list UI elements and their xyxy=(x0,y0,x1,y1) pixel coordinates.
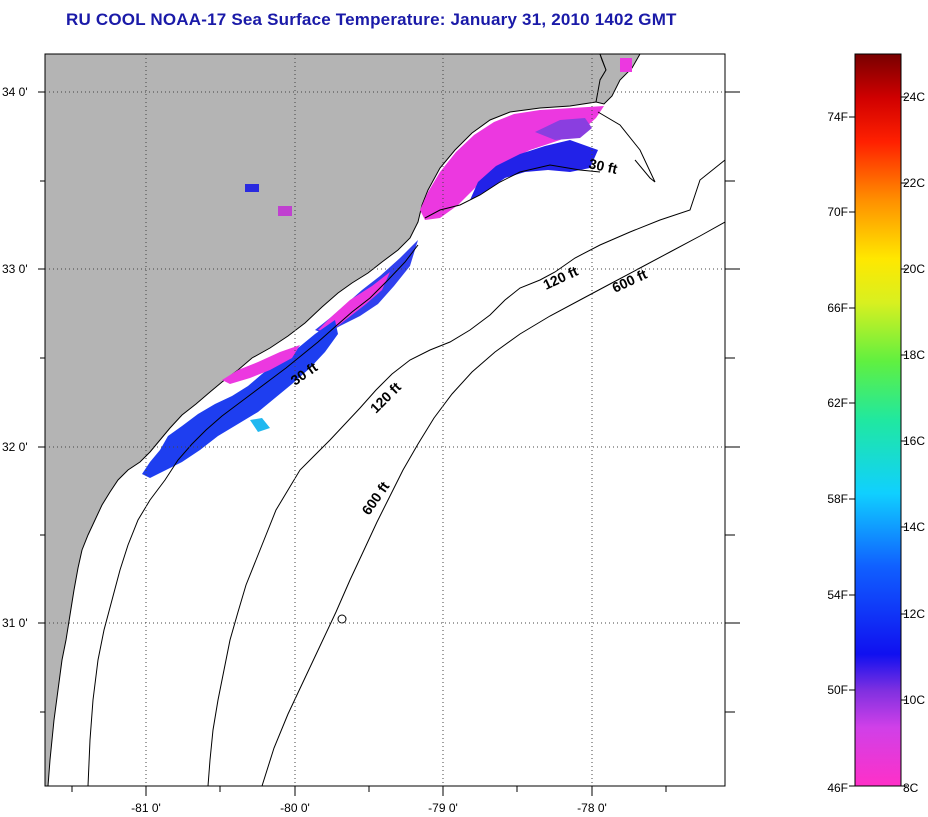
cb-f-label: 70F xyxy=(827,205,848,219)
cb-c-label: 12C xyxy=(903,607,925,621)
contour-120ft xyxy=(207,159,725,786)
cb-c-label: 18C xyxy=(903,348,925,362)
lat-label: 34 0' xyxy=(2,85,28,99)
lon-label: -80 0' xyxy=(280,801,310,815)
sst-patch-cyan xyxy=(250,418,270,432)
lat-label: 31 0' xyxy=(2,616,28,630)
cb-f-label: 62F xyxy=(827,396,848,410)
sst-pixel xyxy=(278,206,292,216)
lon-label: -78 0' xyxy=(577,801,607,815)
depth-label-30ft-north: 30 ft xyxy=(587,155,619,177)
map-title: RU COOL NOAA-17 Sea Surface Temperature:… xyxy=(66,10,677,29)
cb-c-label: 16C xyxy=(903,434,925,448)
cb-c-label: 8C xyxy=(903,781,919,795)
cb-f-label: 46F xyxy=(827,781,848,795)
contour-30ft xyxy=(87,111,656,786)
sst-patch-blue-north xyxy=(470,140,598,200)
cb-f-label: 74F xyxy=(827,110,848,124)
lon-label: -79 0' xyxy=(428,801,458,815)
colorbar-c-labels: 24C 22C 20C 18C 16C 14C 12C 10C 8C xyxy=(903,90,925,795)
cb-c-label: 22C xyxy=(903,176,925,190)
cb-c-label: 14C xyxy=(903,520,925,534)
cb-c-label: 10C xyxy=(903,693,925,707)
cb-f-label: 58F xyxy=(827,492,848,506)
cb-f-label: 66F xyxy=(827,301,848,315)
bathymetry-contours xyxy=(87,111,725,786)
colorbar xyxy=(854,53,902,787)
sst-pixel xyxy=(245,184,259,192)
contour-600ft xyxy=(261,221,725,786)
lon-label: -81 0' xyxy=(131,801,161,815)
colorbar-ticks xyxy=(849,96,907,787)
lat-label: 32 0' xyxy=(2,440,28,454)
sst-patch-mid-magenta xyxy=(318,272,390,332)
sst-pixel xyxy=(620,58,632,72)
cb-c-label: 20C xyxy=(903,262,925,276)
cb-f-label: 54F xyxy=(827,588,848,602)
graticule xyxy=(45,54,725,786)
sst-data-layer xyxy=(142,58,632,478)
sst-patch-south-magenta xyxy=(222,345,300,384)
cb-c-label: 24C xyxy=(903,90,925,104)
land-mass xyxy=(45,54,607,786)
lat-label: 33 0' xyxy=(2,262,28,276)
sst-patch-purple xyxy=(535,118,592,140)
axis-ticks xyxy=(38,91,740,796)
colorbar-f-labels: 74F 70F 66F 62F 58F 54F 50F 46F xyxy=(827,110,848,795)
cb-f-label: 50F xyxy=(827,683,848,697)
